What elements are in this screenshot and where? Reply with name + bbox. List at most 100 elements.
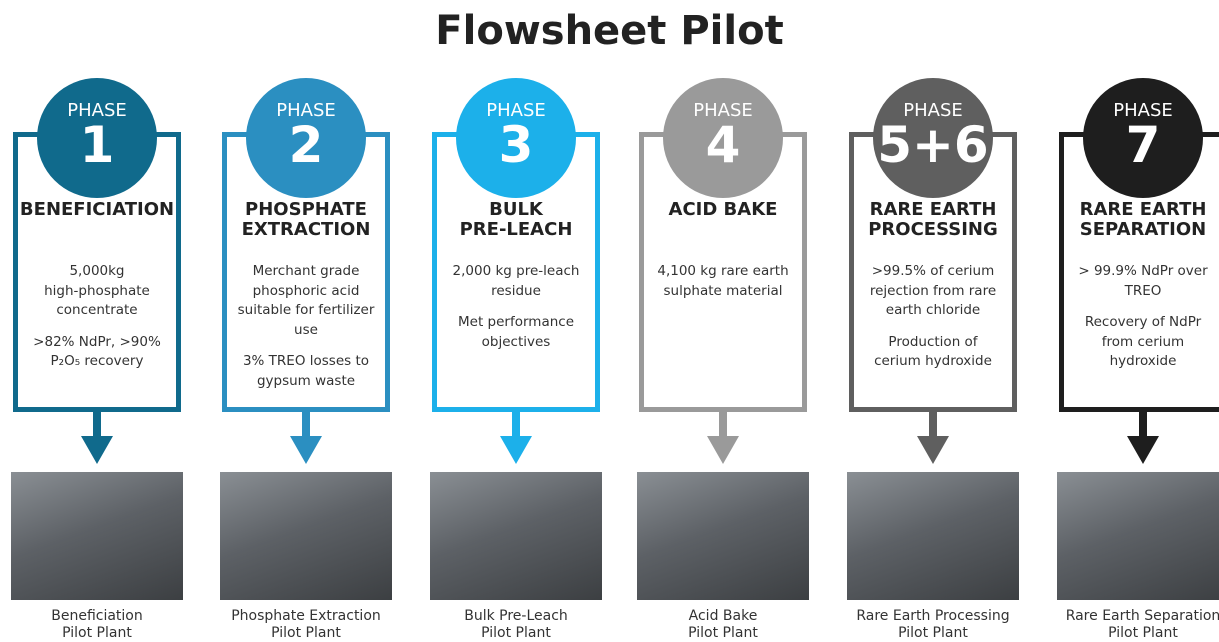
heading-line: SEPARATION <box>1059 220 1219 240</box>
heading-line: BENEFICIATION <box>13 200 181 220</box>
arrow-shape <box>500 412 532 464</box>
caption-line: Acid Bake <box>628 608 818 625</box>
arrow <box>913 412 953 466</box>
phase-number: 7 <box>1083 116 1203 174</box>
heading-line: PROCESSING <box>849 220 1017 240</box>
heading-line: ACID BAKE <box>639 200 807 220</box>
plant-photo <box>847 472 1019 600</box>
body-paragraph: >99.5% of ceriumrejection from rareearth… <box>849 262 1017 321</box>
heading-line: RARE EARTH <box>849 200 1017 220</box>
body-line: 3% TREO losses to <box>222 352 390 372</box>
body-line: sulphate material <box>639 282 807 302</box>
title: Flowsheet Pilot <box>0 8 1219 54</box>
caption-line: Bulk Pre-Leach <box>421 608 611 625</box>
plant-photo <box>637 472 809 600</box>
body-paragraph: 2,000 kg pre-leachresidue <box>432 262 600 301</box>
body-line: Production of <box>849 333 1017 353</box>
phase-heading: ACID BAKE <box>639 200 807 220</box>
body-line: Met performance <box>432 313 600 333</box>
body-line: 4,100 kg rare earth <box>639 262 807 282</box>
caption-line: Pilot Plant <box>838 625 1028 642</box>
arrow-shape <box>81 412 113 464</box>
caption-line: Pilot Plant <box>211 625 401 642</box>
body-line: >82% NdPr, >90% <box>13 333 181 353</box>
phase-number: 2 <box>246 116 366 174</box>
arrow-shape <box>707 412 739 464</box>
body-line: rejection from rare <box>849 282 1017 302</box>
body-line: suitable for fertilizer <box>222 301 390 321</box>
body-line: from cerium <box>1059 333 1219 353</box>
body-line: cerium hydroxide <box>849 352 1017 372</box>
body-line: >99.5% of cerium <box>849 262 1017 282</box>
arrow <box>703 412 743 466</box>
plant-photo <box>11 472 183 600</box>
arrow-shape <box>917 412 949 464</box>
body-line: objectives <box>432 333 600 353</box>
caption-line: Pilot Plant <box>2 625 192 642</box>
heading-line: PRE-LEACH <box>432 220 600 240</box>
body-line: high-phosphate <box>13 282 181 302</box>
body-line: P₂O₅ recovery <box>13 352 181 372</box>
heading-line: RARE EARTH <box>1059 200 1219 220</box>
caption-line: Phosphate Extraction <box>211 608 401 625</box>
plant-photo <box>220 472 392 600</box>
caption-line: Pilot Plant <box>628 625 818 642</box>
body-paragraph: >82% NdPr, >90%P₂O₅ recovery <box>13 333 181 372</box>
body-paragraph: Met performanceobjectives <box>432 313 600 352</box>
heading-line: PHOSPHATE <box>222 200 390 220</box>
body-line: > 99.9% NdPr over <box>1059 262 1219 282</box>
caption-line: Pilot Plant <box>1048 625 1219 642</box>
phase-number: 4 <box>663 116 783 174</box>
body-line: use <box>222 321 390 341</box>
infographic: Flowsheet Pilot PHASE1BENEFICIATION 5,000… <box>0 0 1219 642</box>
body-line: concentrate <box>13 301 181 321</box>
phase-number: 5+6 <box>873 116 993 174</box>
body-line: Merchant grade <box>222 262 390 282</box>
body-line: phosphoric acid <box>222 282 390 302</box>
phase-number: 1 <box>37 116 157 174</box>
heading-line: BULK <box>432 200 600 220</box>
plant-photo <box>1057 472 1219 600</box>
body-line: earth chloride <box>849 301 1017 321</box>
arrow <box>1123 412 1163 466</box>
body-line: gypsum waste <box>222 372 390 392</box>
body-paragraph: 4,100 kg rare earthsulphate material <box>639 262 807 301</box>
caption-line: Rare Earth Separation <box>1048 608 1219 625</box>
body-line: 2,000 kg pre-leach <box>432 262 600 282</box>
arrow-shape <box>1127 412 1159 464</box>
caption-line: Beneficiation <box>2 608 192 625</box>
phase-heading: RARE EARTHSEPARATION <box>1059 200 1219 240</box>
arrow-shape <box>290 412 322 464</box>
heading-line: EXTRACTION <box>222 220 390 240</box>
phase-body: 5,000kghigh-phosphateconcentrate >82% NdP… <box>13 262 181 384</box>
body-line: 5,000kg <box>13 262 181 282</box>
body-paragraph: Recovery of NdPrfrom ceriumhydroxide <box>1059 313 1219 372</box>
body-line: residue <box>432 282 600 302</box>
caption-line: Pilot Plant <box>421 625 611 642</box>
arrow <box>286 412 326 466</box>
